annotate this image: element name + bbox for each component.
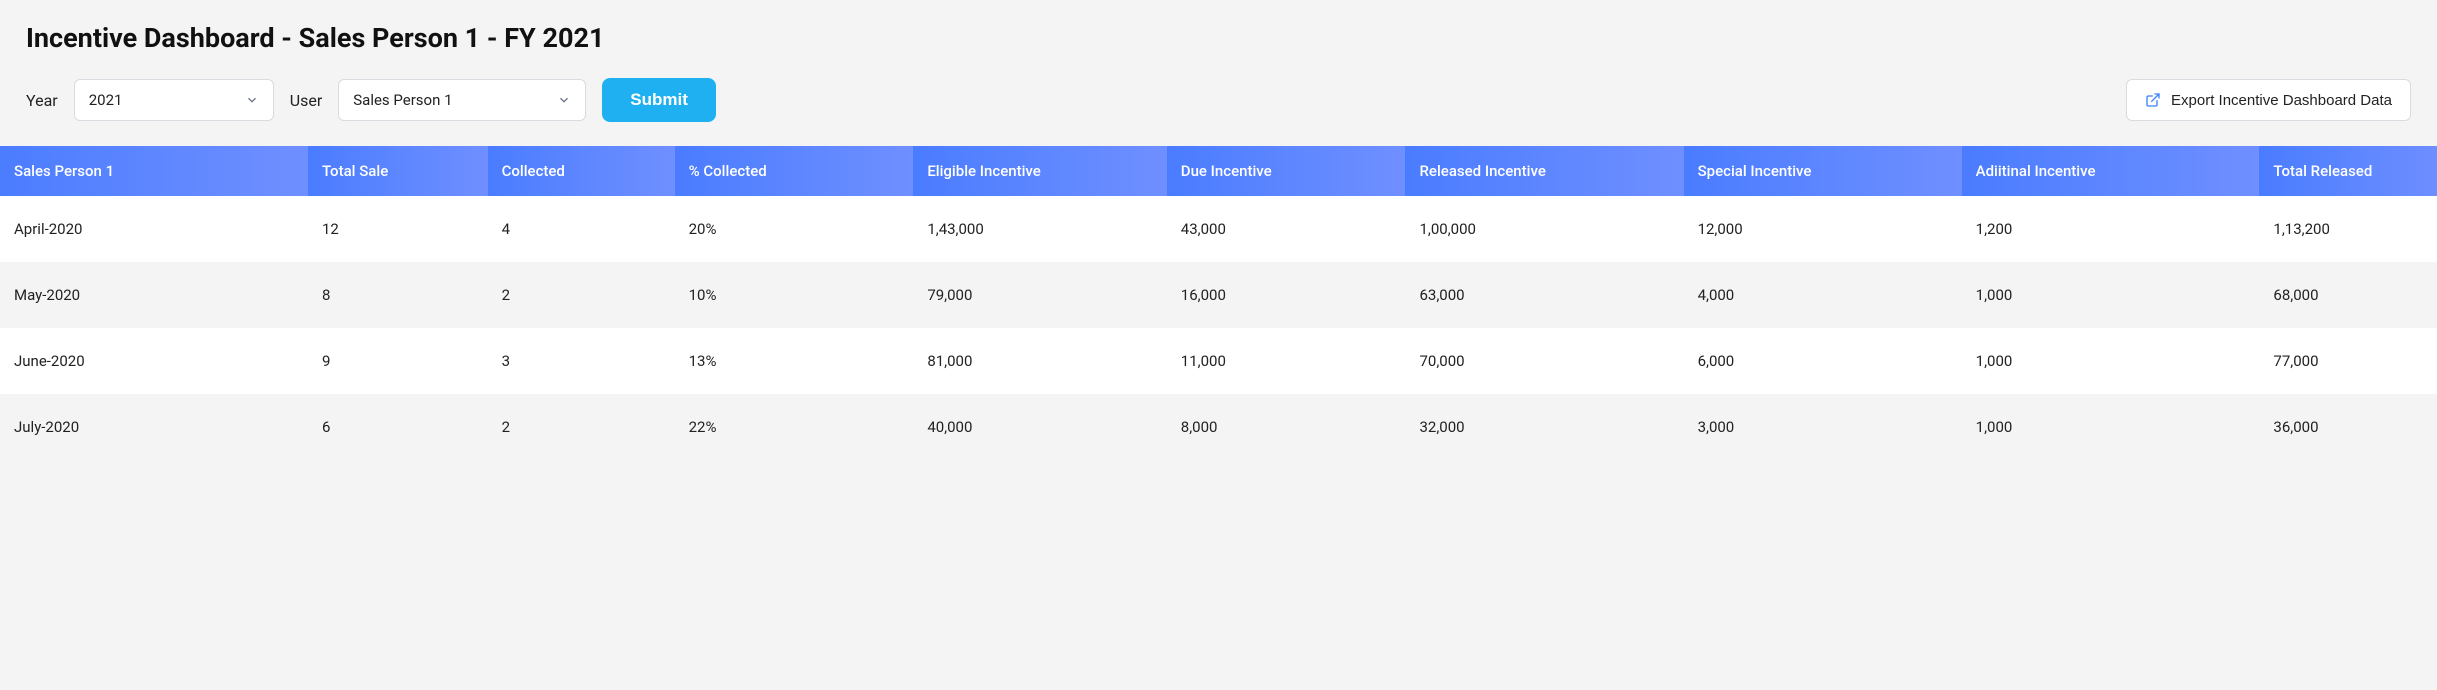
table-header-cell: % Collected xyxy=(675,146,914,196)
table-header-row: Sales Person 1Total SaleCollected% Colle… xyxy=(0,146,2437,196)
year-label: Year xyxy=(26,91,58,110)
table-cell: 9 xyxy=(308,328,488,394)
table-cell: 81,000 xyxy=(913,328,1166,394)
table-cell: 43,000 xyxy=(1167,196,1406,262)
table-cell: 70,000 xyxy=(1405,328,1683,394)
table-header-cell: Adiitinal Incentive xyxy=(1962,146,2260,196)
incentive-table: Sales Person 1Total SaleCollected% Colle… xyxy=(0,146,2437,460)
table-cell: 3,000 xyxy=(1684,394,1962,460)
table-cell: 36,000 xyxy=(2259,394,2437,460)
table-header-cell: Collected xyxy=(488,146,675,196)
table-cell: 8,000 xyxy=(1167,394,1406,460)
table-cell: 2 xyxy=(488,394,675,460)
table-cell: 79,000 xyxy=(913,262,1166,328)
table-header-cell: Eligible Incentive xyxy=(913,146,1166,196)
table-cell: 63,000 xyxy=(1405,262,1683,328)
external-link-icon xyxy=(2145,92,2161,108)
table-cell: 32,000 xyxy=(1405,394,1683,460)
table-cell: 1,00,000 xyxy=(1405,196,1683,262)
table-cell: 4,000 xyxy=(1684,262,1962,328)
table-header-cell: Total Sale xyxy=(308,146,488,196)
table-header-cell: Special Incentive xyxy=(1684,146,1962,196)
table-cell: July-2020 xyxy=(0,394,308,460)
user-label: User xyxy=(290,91,323,110)
user-select[interactable]: Sales Person 1 xyxy=(338,79,586,121)
table-cell: 77,000 xyxy=(2259,328,2437,394)
table-cell: 1,43,000 xyxy=(913,196,1166,262)
submit-button[interactable]: Submit xyxy=(602,78,716,122)
table-row: May-20208210%79,00016,00063,0004,0001,00… xyxy=(0,262,2437,328)
export-button[interactable]: Export Incentive Dashboard Data xyxy=(2126,79,2411,121)
table-header-cell: Due Incentive xyxy=(1167,146,1406,196)
table-cell: 3 xyxy=(488,328,675,394)
table-header-cell: Sales Person 1 xyxy=(0,146,308,196)
table-cell: June-2020 xyxy=(0,328,308,394)
table-cell: 68,000 xyxy=(2259,262,2437,328)
export-button-label: Export Incentive Dashboard Data xyxy=(2171,92,2392,109)
table-cell: 6,000 xyxy=(1684,328,1962,394)
table-cell: 1,000 xyxy=(1962,394,2260,460)
table-cell: 20% xyxy=(675,196,914,262)
table-row: July-20206222%40,0008,00032,0003,0001,00… xyxy=(0,394,2437,460)
table-cell: 1,000 xyxy=(1962,262,2260,328)
table-cell: 2 xyxy=(488,262,675,328)
table-cell: 4 xyxy=(488,196,675,262)
table-cell: 12 xyxy=(308,196,488,262)
table-cell: 1,000 xyxy=(1962,328,2260,394)
table-row: June-20209313%81,00011,00070,0006,0001,0… xyxy=(0,328,2437,394)
table-header-cell: Released Incentive xyxy=(1405,146,1683,196)
table-cell: April-2020 xyxy=(0,196,308,262)
table-body: April-202012420%1,43,00043,0001,00,00012… xyxy=(0,196,2437,460)
user-select-value: Sales Person 1 xyxy=(353,91,452,109)
year-select-value: 2021 xyxy=(89,91,123,109)
year-select[interactable]: 2021 xyxy=(74,79,274,121)
table-header-cell: Total Released xyxy=(2259,146,2437,196)
table-cell: 1,13,200 xyxy=(2259,196,2437,262)
table-cell: 40,000 xyxy=(913,394,1166,460)
table-row: April-202012420%1,43,00043,0001,00,00012… xyxy=(0,196,2437,262)
chevron-down-icon xyxy=(245,93,259,107)
chevron-down-icon xyxy=(557,93,571,107)
table-cell: 16,000 xyxy=(1167,262,1406,328)
table-cell: 8 xyxy=(308,262,488,328)
page-title: Incentive Dashboard - Sales Person 1 - F… xyxy=(26,22,2411,54)
table-cell: 12,000 xyxy=(1684,196,1962,262)
filter-bar: Year 2021 User Sales Person 1 Submit Exp… xyxy=(26,78,2411,122)
table-cell: 10% xyxy=(675,262,914,328)
table-cell: 13% xyxy=(675,328,914,394)
table-cell: 22% xyxy=(675,394,914,460)
table-cell: 6 xyxy=(308,394,488,460)
incentive-table-wrap: Sales Person 1Total SaleCollected% Colle… xyxy=(0,146,2437,460)
table-cell: 1,200 xyxy=(1962,196,2260,262)
table-cell: 11,000 xyxy=(1167,328,1406,394)
table-cell: May-2020 xyxy=(0,262,308,328)
